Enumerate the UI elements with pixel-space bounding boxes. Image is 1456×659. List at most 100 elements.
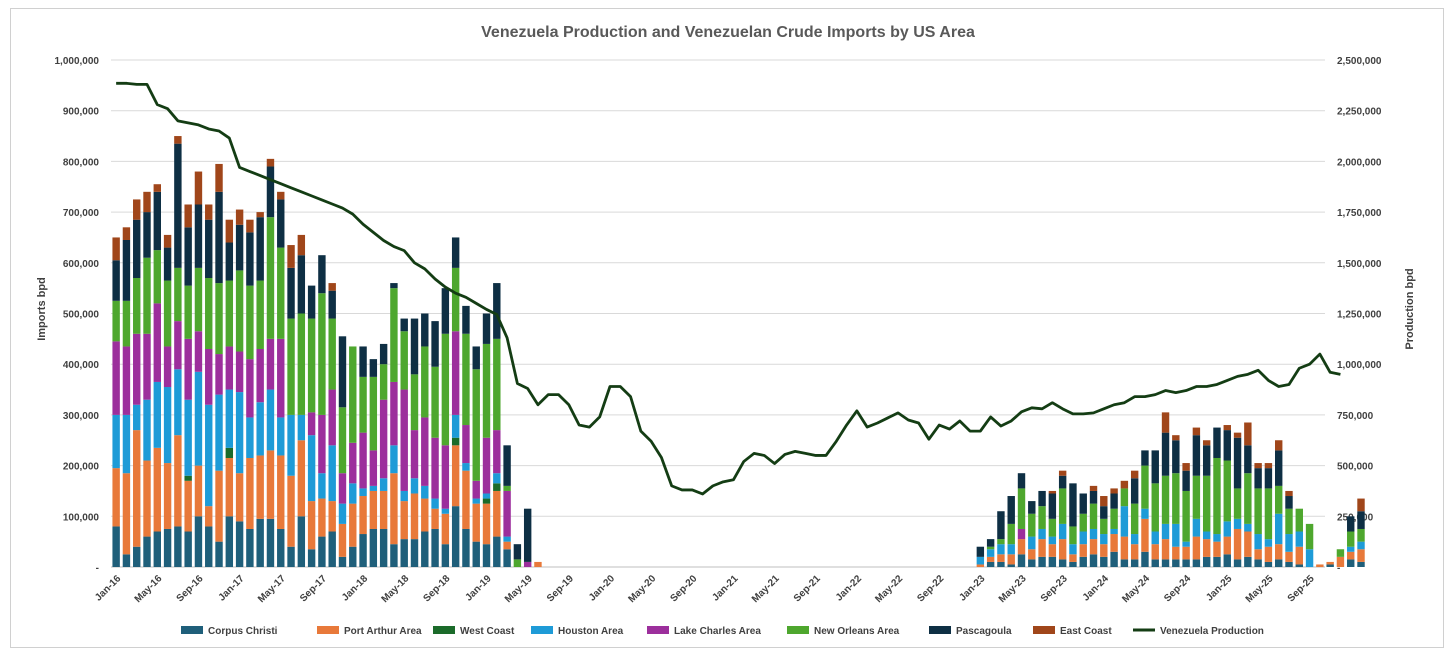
bar-segment [421,531,429,567]
y2-tick-label: 1,000,000 [1337,360,1382,371]
bar-segment [482,313,491,344]
bar-segment [1254,488,1262,535]
bar-segment [174,143,182,268]
bar-segment [184,475,192,481]
bar-segment [1254,549,1262,560]
bar-segment [451,445,460,507]
bar-segment [1213,534,1221,542]
bar-segment [338,336,347,408]
bar-segment [277,528,285,567]
bar-segment [1172,435,1180,441]
bar-segment [1213,427,1221,458]
bar-segment [297,313,306,415]
bar-segment [349,483,357,504]
bar-segment [1110,551,1118,567]
x-tick-label: Jan-20 [587,573,617,603]
bar-segment [1079,544,1087,557]
bar-segment [441,513,450,545]
x-tick-label: Sep-18 [422,573,453,604]
bar-segment [338,407,347,474]
bar-segment [1007,523,1015,545]
bar-segment [451,414,460,438]
x-tick-label: Sep-17 [298,573,329,604]
x-tick-label: Sep-22 [915,573,946,604]
bar-segment [441,544,450,567]
bar-segment [287,475,295,547]
y2-tick-label: 2,500,000 [1337,56,1382,67]
x-tick-label: Jan-25 [1204,573,1234,603]
y-tick-label: 1,000,000 [55,56,100,67]
bar-segment [163,463,172,529]
bar-segment [112,237,120,261]
bar-segment [1223,554,1231,567]
bar-segment [122,414,131,474]
bar-segment [266,518,275,567]
legend-label: Pascagoula [956,626,1012,637]
bar-segment [1089,485,1098,491]
bar-segment [1202,445,1211,476]
bar-segment [112,341,120,415]
bar-segment [122,239,131,301]
bar-segment [1357,549,1365,562]
bar-segment [266,217,275,339]
bar-segment [1161,559,1170,567]
bar-segment [1130,559,1139,567]
bar-segment [1264,488,1273,540]
bar-segment [1058,539,1067,560]
bar-segment [976,556,985,565]
legend-swatch [531,626,553,634]
bar-segment [1151,559,1159,567]
bar-segment [1202,475,1211,532]
bar-segment [297,255,306,314]
bar-segment [410,493,419,540]
bar-segment [297,234,306,256]
chart-title: Venezuela Production and Venezuelan Crud… [481,24,975,41]
x-tick-label: Jan-23 [957,573,987,603]
bar-segment [225,516,234,567]
bar-segment [1326,564,1334,567]
legend-label: Port Arthur Area [344,626,422,637]
bar-segment [1017,554,1026,567]
bar-segment [997,539,1005,545]
bar-segment [1202,440,1211,446]
x-tick-label: May-17 [256,573,288,605]
bar-segment [235,351,244,393]
bar-segment [1007,544,1015,555]
bar-segment [1295,546,1303,565]
bar-segment [1038,556,1046,567]
x-axis-ticks: Jan-16 May-16 Sep-16 Jan-17 May-17 Sep-17 Jan-… [93,573,1317,605]
bar-segment [194,331,203,372]
bar-segment [1110,508,1118,529]
bar-segment [153,381,161,448]
bar-segment [503,485,511,491]
bar-segment [297,440,306,517]
bar-segment [1161,412,1170,433]
bar-segment [215,191,223,284]
x-tick-label: Jan-24 [1081,573,1111,603]
bar-segment [225,346,234,390]
bar-segment [297,414,306,441]
bar-segment [1048,490,1057,494]
bar-segment [349,503,357,547]
bar-segment [133,219,141,279]
bar-segment [153,303,161,382]
bar-segment [153,447,161,532]
bar-segment [1244,473,1252,524]
bar-segment [1316,564,1324,567]
bar-segment [133,199,141,220]
bar-segment [986,561,995,567]
bar-segment [472,503,480,542]
legend-swatch [647,626,669,634]
bar-segment [205,526,213,567]
bar-segment [1048,536,1057,545]
bar-segment [1182,470,1190,491]
y2-tick-label: 750,000 [1337,411,1374,422]
x-tick-label: May-20 [626,573,658,605]
bar-segment [1172,546,1180,560]
bar-segment [1275,485,1283,514]
bar-segment [1120,480,1129,489]
bar-segment [235,473,244,522]
bar-segment [256,212,264,218]
bar-segment [122,346,131,415]
bar-segment [215,541,223,567]
